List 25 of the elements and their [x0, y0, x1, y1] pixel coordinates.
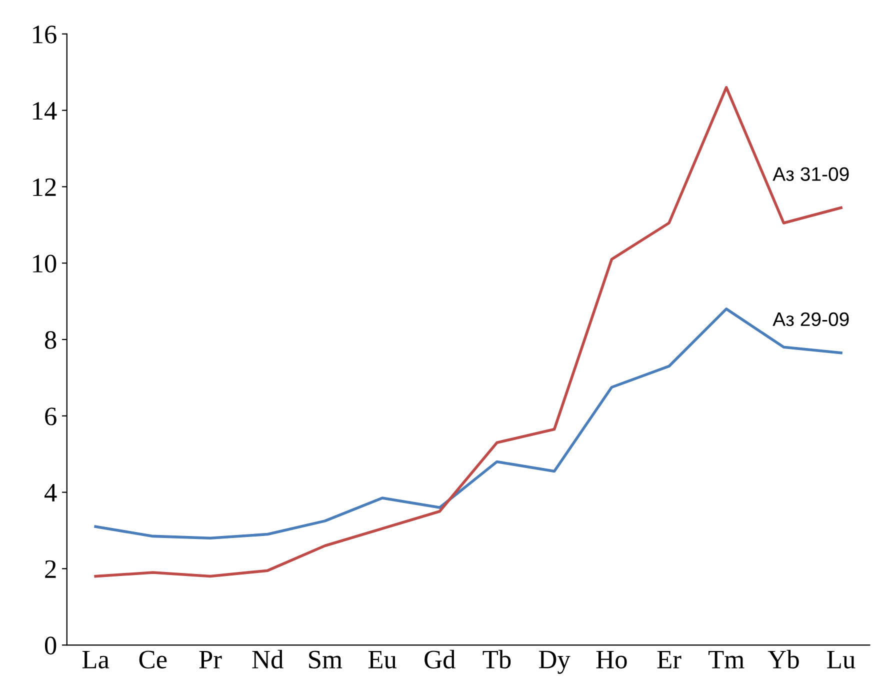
- y-tick-label: 6: [45, 408, 56, 426]
- x-tick-label: Tm: [708, 650, 744, 668]
- x-tick-label: Gd: [424, 650, 456, 668]
- x-tick-label: Eu: [368, 650, 396, 668]
- x-tick-label: Lu: [827, 650, 856, 668]
- y-tick-label: 10: [33, 254, 56, 273]
- x-tick-label: Sm: [309, 650, 342, 668]
- y-tick-label: 2: [45, 560, 56, 578]
- x-tick-label: Dy: [538, 650, 570, 674]
- y-tick-label: 4: [44, 484, 57, 502]
- y-tick-label: 0: [44, 636, 56, 654]
- y-tick-label: 8: [44, 331, 56, 349]
- x-tick-label: Nd: [252, 650, 284, 668]
- x-tick-label: Er: [657, 650, 682, 668]
- x-tick-label: Ce: [139, 650, 167, 668]
- y-tick-label: 12: [33, 178, 56, 196]
- x-tick-label: Tb: [482, 650, 511, 668]
- y-tick-label: 16: [33, 26, 56, 44]
- x-tick-label: Ho: [596, 650, 627, 668]
- x-tick-label: La: [82, 650, 110, 668]
- series-label: Аз 29-09: [772, 312, 849, 326]
- x-tick-label: Pr: [199, 650, 222, 668]
- x-tick-label: Yb: [768, 650, 799, 668]
- y-tick-label: 14: [33, 102, 57, 120]
- series-label: Аз 31-09: [772, 167, 849, 181]
